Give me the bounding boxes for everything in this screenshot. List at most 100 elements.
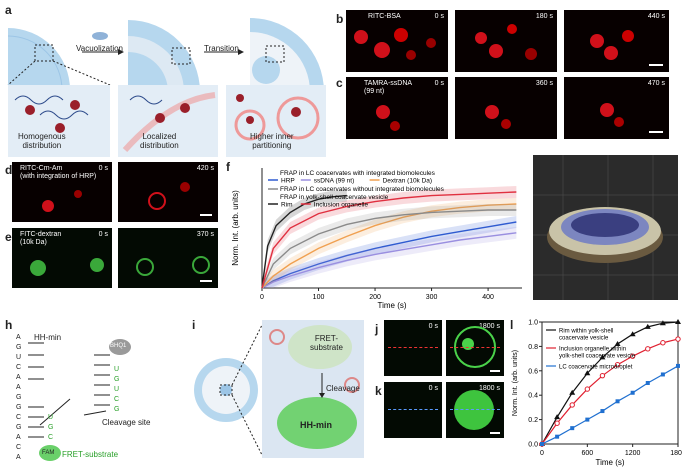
svg-text:A: A	[16, 334, 21, 341]
micro-b-1: RITC-BSA 0 s	[346, 10, 448, 72]
y-axis-label: Norm. Int. (arb. units)	[231, 190, 240, 266]
series-line	[261, 221, 517, 289]
legend-entry: Rim	[281, 202, 293, 209]
x-tick-label: 300	[426, 294, 438, 301]
data-point	[660, 372, 665, 377]
svg-text:G: G	[16, 424, 21, 431]
micro-b-2: 180 s	[455, 10, 557, 72]
legend-entry: Inclusion organelle within yolk-shell coa…	[559, 347, 636, 360]
micro-time: 370 s	[196, 231, 214, 238]
data-point	[570, 426, 575, 431]
series-band	[262, 204, 517, 288]
series-line	[261, 209, 517, 289]
micro-k-2: 1800 s	[446, 382, 504, 438]
legend-entry: LC coacervate microdroplet	[559, 365, 633, 371]
plot-frame	[541, 321, 679, 445]
svg-text:U: U	[48, 414, 53, 421]
svg-text:C: C	[16, 364, 21, 371]
svg-text:U: U	[114, 386, 119, 393]
series-band	[262, 216, 517, 288]
micro-time: 1800 s	[478, 385, 500, 392]
micro-time: 1800 s	[478, 323, 500, 330]
cleavage-label: Cleavage	[326, 384, 360, 393]
data-point	[554, 414, 561, 420]
y-tick-label: 0.8	[528, 344, 538, 351]
panel-j-letter: j	[375, 322, 379, 336]
y-tick-label: 0.2	[528, 417, 538, 424]
chart-l: 0 600 1200 1800 0.0 0.2 0.4 0.6 0.8 1.0 Time (s) No…	[512, 319, 682, 467]
micro-time: 0 s	[428, 323, 438, 330]
hh-min-label-i: HH-min	[300, 420, 332, 430]
caption-localized: Localized distribution	[140, 132, 179, 150]
panel-l-letter: l	[510, 318, 514, 332]
chart-f: 0 100 200 300 400 Time (s) Norm. Int. (arb. un…	[231, 168, 522, 310]
x-tick-label: 400	[482, 294, 494, 301]
y-tick-label: 0.0	[528, 442, 538, 449]
series-line	[261, 232, 517, 289]
x-tick-label: 100	[313, 294, 325, 301]
data-point	[584, 370, 591, 376]
data-point	[600, 409, 605, 414]
legend-entry: Dextran (10k Da)	[383, 178, 433, 185]
legend-group-title: FRAP in LC coacervates with integrated b…	[280, 170, 436, 177]
data-point	[569, 389, 576, 395]
svg-text:U: U	[114, 366, 119, 373]
svg-text:A: A	[16, 384, 21, 391]
x-tick-label: 1800	[670, 450, 682, 457]
micro-label: TAMRA-ssDNA (99 nt)	[364, 80, 413, 95]
micro-time: 440 s	[647, 13, 665, 20]
data-point	[585, 417, 590, 422]
transition-label: Transition	[204, 44, 239, 53]
x-tick-label: 600	[581, 450, 593, 457]
micro-label: FITC-dextran (10k Da)	[20, 231, 62, 246]
data-point	[675, 336, 681, 342]
panel-a-letter: a	[5, 3, 12, 17]
data-point	[555, 434, 560, 439]
x-tick-label: 0	[540, 450, 544, 457]
svg-text:G: G	[16, 404, 21, 411]
data-point	[629, 331, 636, 337]
series-line	[261, 203, 517, 289]
x-tick-label: 1200	[625, 450, 641, 457]
micro-time: 180 s	[535, 13, 553, 20]
micro-time: 0 s	[428, 385, 438, 392]
svg-text:A: A	[16, 454, 21, 461]
svg-text:G: G	[16, 344, 21, 351]
x-tick-label: 0	[260, 294, 264, 301]
series-line	[261, 194, 347, 289]
series-line	[261, 191, 517, 289]
micro-time: 470 s	[647, 80, 665, 87]
svg-text:C: C	[48, 434, 53, 441]
data-point	[659, 320, 666, 326]
svg-text:C: C	[16, 414, 21, 421]
panel-g-3d-render	[533, 155, 678, 300]
data-point	[645, 346, 651, 352]
micro-label: RITC-Cm-Am (with integration of HRP)	[20, 165, 97, 180]
svg-text:U: U	[16, 354, 21, 361]
micro-j-1: 0 s	[384, 320, 442, 376]
panel-e-letter: e	[5, 230, 12, 244]
micro-time: 0 s	[434, 80, 444, 87]
y-axis-label: Norm. Int. (arb. units)	[512, 350, 519, 416]
y-tick-label: 0.4	[528, 393, 538, 400]
panel-b-letter: b	[336, 12, 344, 26]
svg-text:C: C	[16, 444, 21, 451]
legend-group-title: FRAP in LC coacervates without integrate…	[280, 186, 445, 193]
svg-text:G: G	[48, 424, 53, 431]
legend-entry: Inclusion organelle	[314, 202, 369, 209]
caption-homogenous: Homogenous distribution	[18, 132, 66, 150]
micro-time: 0 s	[98, 165, 108, 172]
micro-c-1: TAMRA-ssDNA (99 nt) 0 s	[346, 77, 448, 139]
fret-substrate-label: FRET-substrate	[62, 450, 119, 459]
svg-text:G: G	[16, 394, 21, 401]
caption-higher-inner: Higher inner partitioning	[250, 132, 294, 150]
series-band	[262, 226, 517, 288]
series-band	[262, 189, 347, 288]
data-point	[615, 399, 620, 404]
x-tick-label: 200	[369, 294, 381, 301]
panel-k-letter: k	[375, 384, 382, 398]
data-point	[599, 354, 606, 360]
fam-label: FAM	[42, 450, 55, 456]
panel-i-letter: i	[192, 318, 196, 332]
